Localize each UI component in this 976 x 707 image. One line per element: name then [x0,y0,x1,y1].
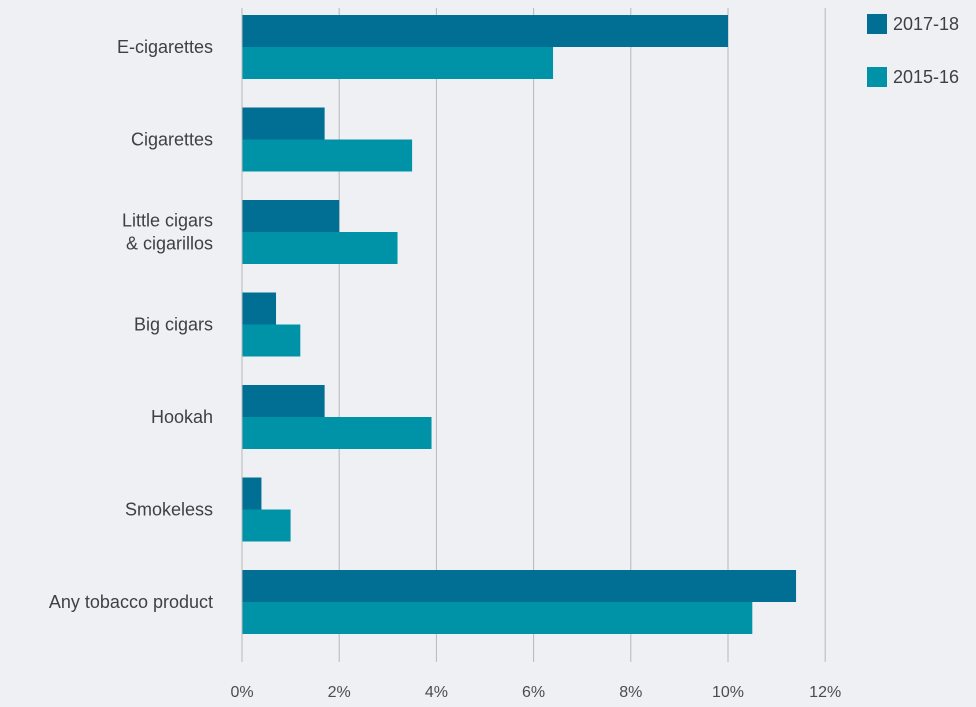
bar-2015-16-4 [242,417,432,449]
bar-2015-16-0 [242,47,553,79]
bar-2015-16-5 [242,510,291,542]
bar-2017-18-6 [242,570,796,602]
bar-2017-18-4 [242,385,325,417]
bar-2015-16-6 [242,602,752,634]
legend-label-2015-16: 2015-16 [893,67,959,87]
category-label: Any tobacco product [49,592,213,612]
bar-2015-16-1 [242,140,412,172]
category-label: & cigarillos [126,234,213,254]
bar-2015-16-2 [242,232,398,264]
x-tick-label: 2% [328,684,351,701]
x-tick-label: 10% [712,684,744,701]
bars [242,15,796,634]
category-label: Smokeless [125,500,213,520]
category-label: Little cigars [122,211,213,231]
x-tick-label: 4% [425,684,448,701]
x-tick-label: 8% [619,684,642,701]
bar-2017-18-5 [242,478,261,510]
category-labels: E-cigarettes Cigarettes Little cigars & cig… [49,37,213,612]
x-tick-label: 6% [522,684,545,701]
bar-2017-18-3 [242,293,276,325]
bar-2017-18-1 [242,108,325,140]
legend: 2017-18 2015-16 [867,14,959,87]
legend-label-2017-18: 2017-18 [893,14,959,34]
bar-2015-16-3 [242,325,300,357]
x-tick-label: 12% [809,684,841,701]
x-tick-label: 0% [230,684,253,701]
category-label: Hookah [151,407,213,427]
category-label: E-cigarettes [117,37,213,57]
bar-2017-18-0 [242,15,728,47]
x-tick-labels: 0% 2% 4% 6% 8% 10% 12% [230,684,841,701]
category-label: Cigarettes [131,130,213,150]
bar-2017-18-2 [242,200,339,232]
legend-swatch-2015-16 [867,67,887,87]
category-label: Big cigars [134,315,213,335]
legend-swatch-2017-18 [867,14,887,34]
grid-lines [339,8,825,662]
